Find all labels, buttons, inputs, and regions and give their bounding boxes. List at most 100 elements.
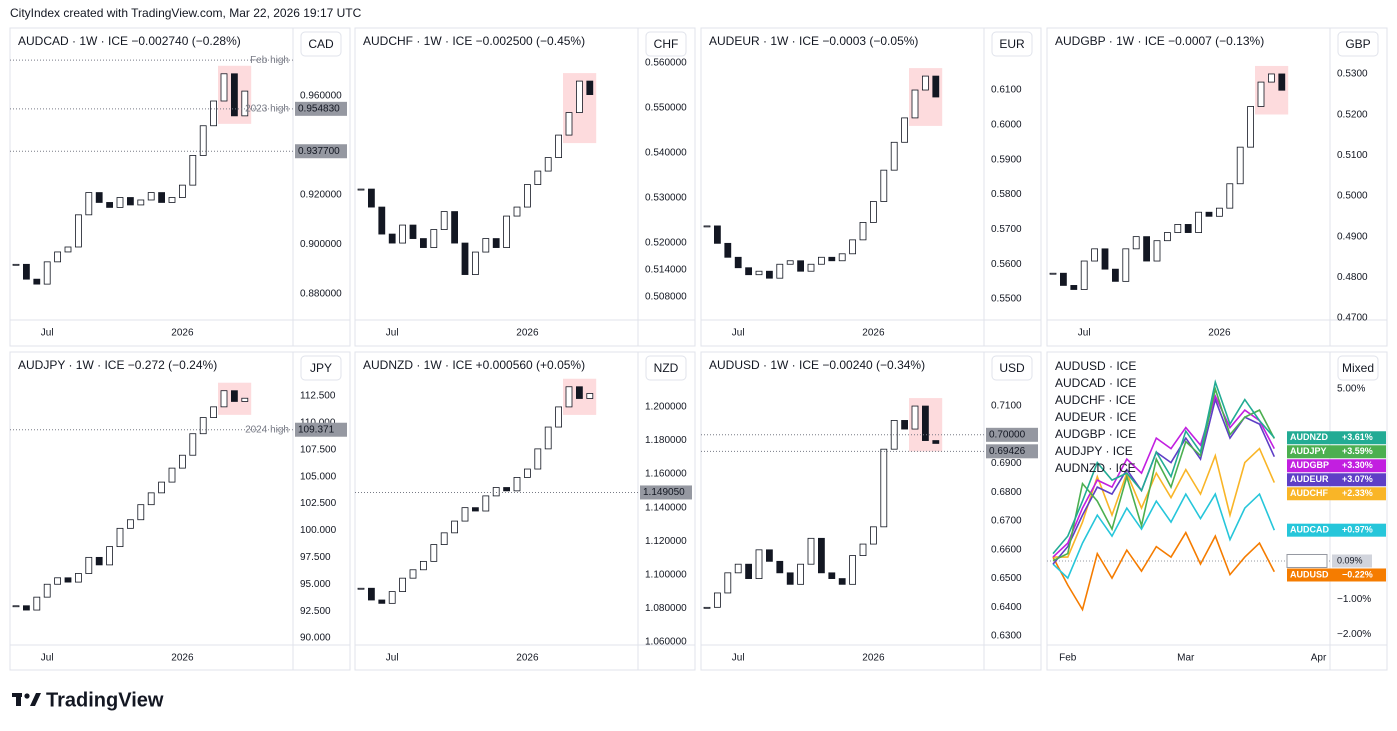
- candle: [492, 487, 500, 497]
- candle: [838, 578, 846, 585]
- candle: [199, 125, 207, 156]
- candle: [419, 560, 427, 571]
- value-tag: [1287, 473, 1386, 487]
- candle: [1216, 207, 1223, 217]
- level-label: 0.69426: [989, 446, 1026, 457]
- candle: [922, 75, 929, 91]
- y-tick-label: 0.880000: [300, 289, 342, 300]
- legend-entry: AUDCAD · ICE: [1055, 376, 1136, 390]
- y-tick-label: 0.514000: [645, 265, 687, 276]
- candle: [451, 211, 459, 244]
- y-tick-label: 95.000: [300, 579, 331, 590]
- value-tag-name: AUDUSD: [1290, 569, 1329, 579]
- y-tick-label: 0.5100: [1337, 150, 1368, 161]
- candle: [430, 544, 438, 562]
- chart-title: AUDGBP · 1W · ICE −0.0007 (−0.13%): [1055, 34, 1264, 48]
- candle: [482, 495, 490, 512]
- x-tick-label: Jul: [732, 653, 745, 664]
- candle: [210, 406, 218, 418]
- panel: [354, 351, 696, 671]
- candle: [357, 587, 365, 590]
- candle: [12, 263, 20, 266]
- y-tick-label: 0.5600: [991, 259, 1022, 270]
- candle: [64, 577, 72, 583]
- candle: [33, 278, 41, 285]
- header: CityIndex created with TradingView.com, …: [10, 6, 362, 20]
- currency-label: CHF: [654, 37, 679, 51]
- candle: [745, 563, 752, 579]
- candle: [230, 390, 238, 402]
- candle: [367, 188, 375, 208]
- candle: [870, 526, 877, 545]
- x-tick-label: Feb: [1059, 653, 1077, 664]
- candle: [901, 420, 908, 430]
- legend-entry: AUDEUR · ICE: [1055, 410, 1136, 424]
- candle: [524, 468, 531, 478]
- currency-label: CAD: [308, 37, 334, 51]
- currency-box: [991, 31, 1033, 57]
- candle: [75, 573, 82, 583]
- candle: [158, 192, 166, 203]
- level-label: 109.371: [298, 424, 335, 435]
- candle: [1112, 268, 1119, 282]
- x-tick-label: 2026: [171, 328, 194, 339]
- candle: [555, 406, 562, 428]
- candle: [85, 192, 93, 216]
- candle: [220, 73, 228, 102]
- candle: [189, 155, 197, 186]
- value-tag-name: AUDCAD: [1290, 525, 1329, 535]
- x-tick-label: 2026: [862, 653, 885, 664]
- chart-title: AUDNZD · 1W · ICE +0.000560 (+0.05%): [363, 358, 585, 372]
- candle: [797, 563, 804, 585]
- value-tag: [1287, 459, 1386, 473]
- y-tick-label: 92.500: [300, 606, 331, 617]
- x-tick-label: Apr: [1311, 653, 1327, 664]
- candle: [807, 263, 815, 272]
- candle: [419, 238, 427, 248]
- candle: [890, 420, 898, 450]
- y-tick-label: 0.6700: [991, 516, 1022, 527]
- brand-logo: [12, 693, 41, 706]
- level-label: 0.70000: [989, 429, 1026, 440]
- level-box: [986, 444, 1038, 459]
- candle: [1205, 211, 1213, 217]
- y-tick-label: 0.920000: [300, 190, 342, 201]
- candle: [576, 80, 583, 113]
- candle: [797, 260, 804, 272]
- candle: [714, 592, 721, 608]
- value-tag-label: +0.97%: [1342, 525, 1373, 535]
- candle: [586, 393, 594, 399]
- candle: [838, 253, 846, 262]
- currency-box: [300, 31, 342, 57]
- candle: [388, 233, 396, 244]
- candle: [534, 448, 542, 470]
- candle: [911, 405, 919, 430]
- candle: [168, 197, 176, 203]
- candle: [555, 134, 562, 158]
- candle: [241, 397, 249, 402]
- level-label: 0.937700: [298, 146, 340, 157]
- candle: [724, 572, 732, 594]
- candle: [22, 263, 30, 280]
- candle: [766, 549, 773, 562]
- candle: [210, 100, 218, 127]
- value-tag: [1287, 523, 1386, 537]
- candle: [440, 211, 448, 230]
- y-tick-label: −2.00%: [1337, 629, 1371, 640]
- candle: [776, 263, 784, 279]
- value-tag-label: +3.07%: [1342, 474, 1373, 484]
- panel: [700, 27, 1042, 347]
- value-tag-label: −0.22%: [1342, 569, 1373, 579]
- series-line: [1052, 492, 1276, 580]
- level-box: [640, 485, 692, 500]
- candle: [1184, 224, 1192, 233]
- y-tick-label: 0.520000: [645, 238, 687, 249]
- currency-box: [991, 355, 1033, 381]
- currency-box: [645, 31, 687, 57]
- candle: [85, 556, 93, 574]
- candle: [1247, 106, 1254, 148]
- candle: [513, 477, 521, 492]
- y-tick-label: 0.900000: [300, 239, 342, 250]
- chart-title: AUDJPY · 1W · ICE −0.272 (−0.24%): [18, 358, 217, 372]
